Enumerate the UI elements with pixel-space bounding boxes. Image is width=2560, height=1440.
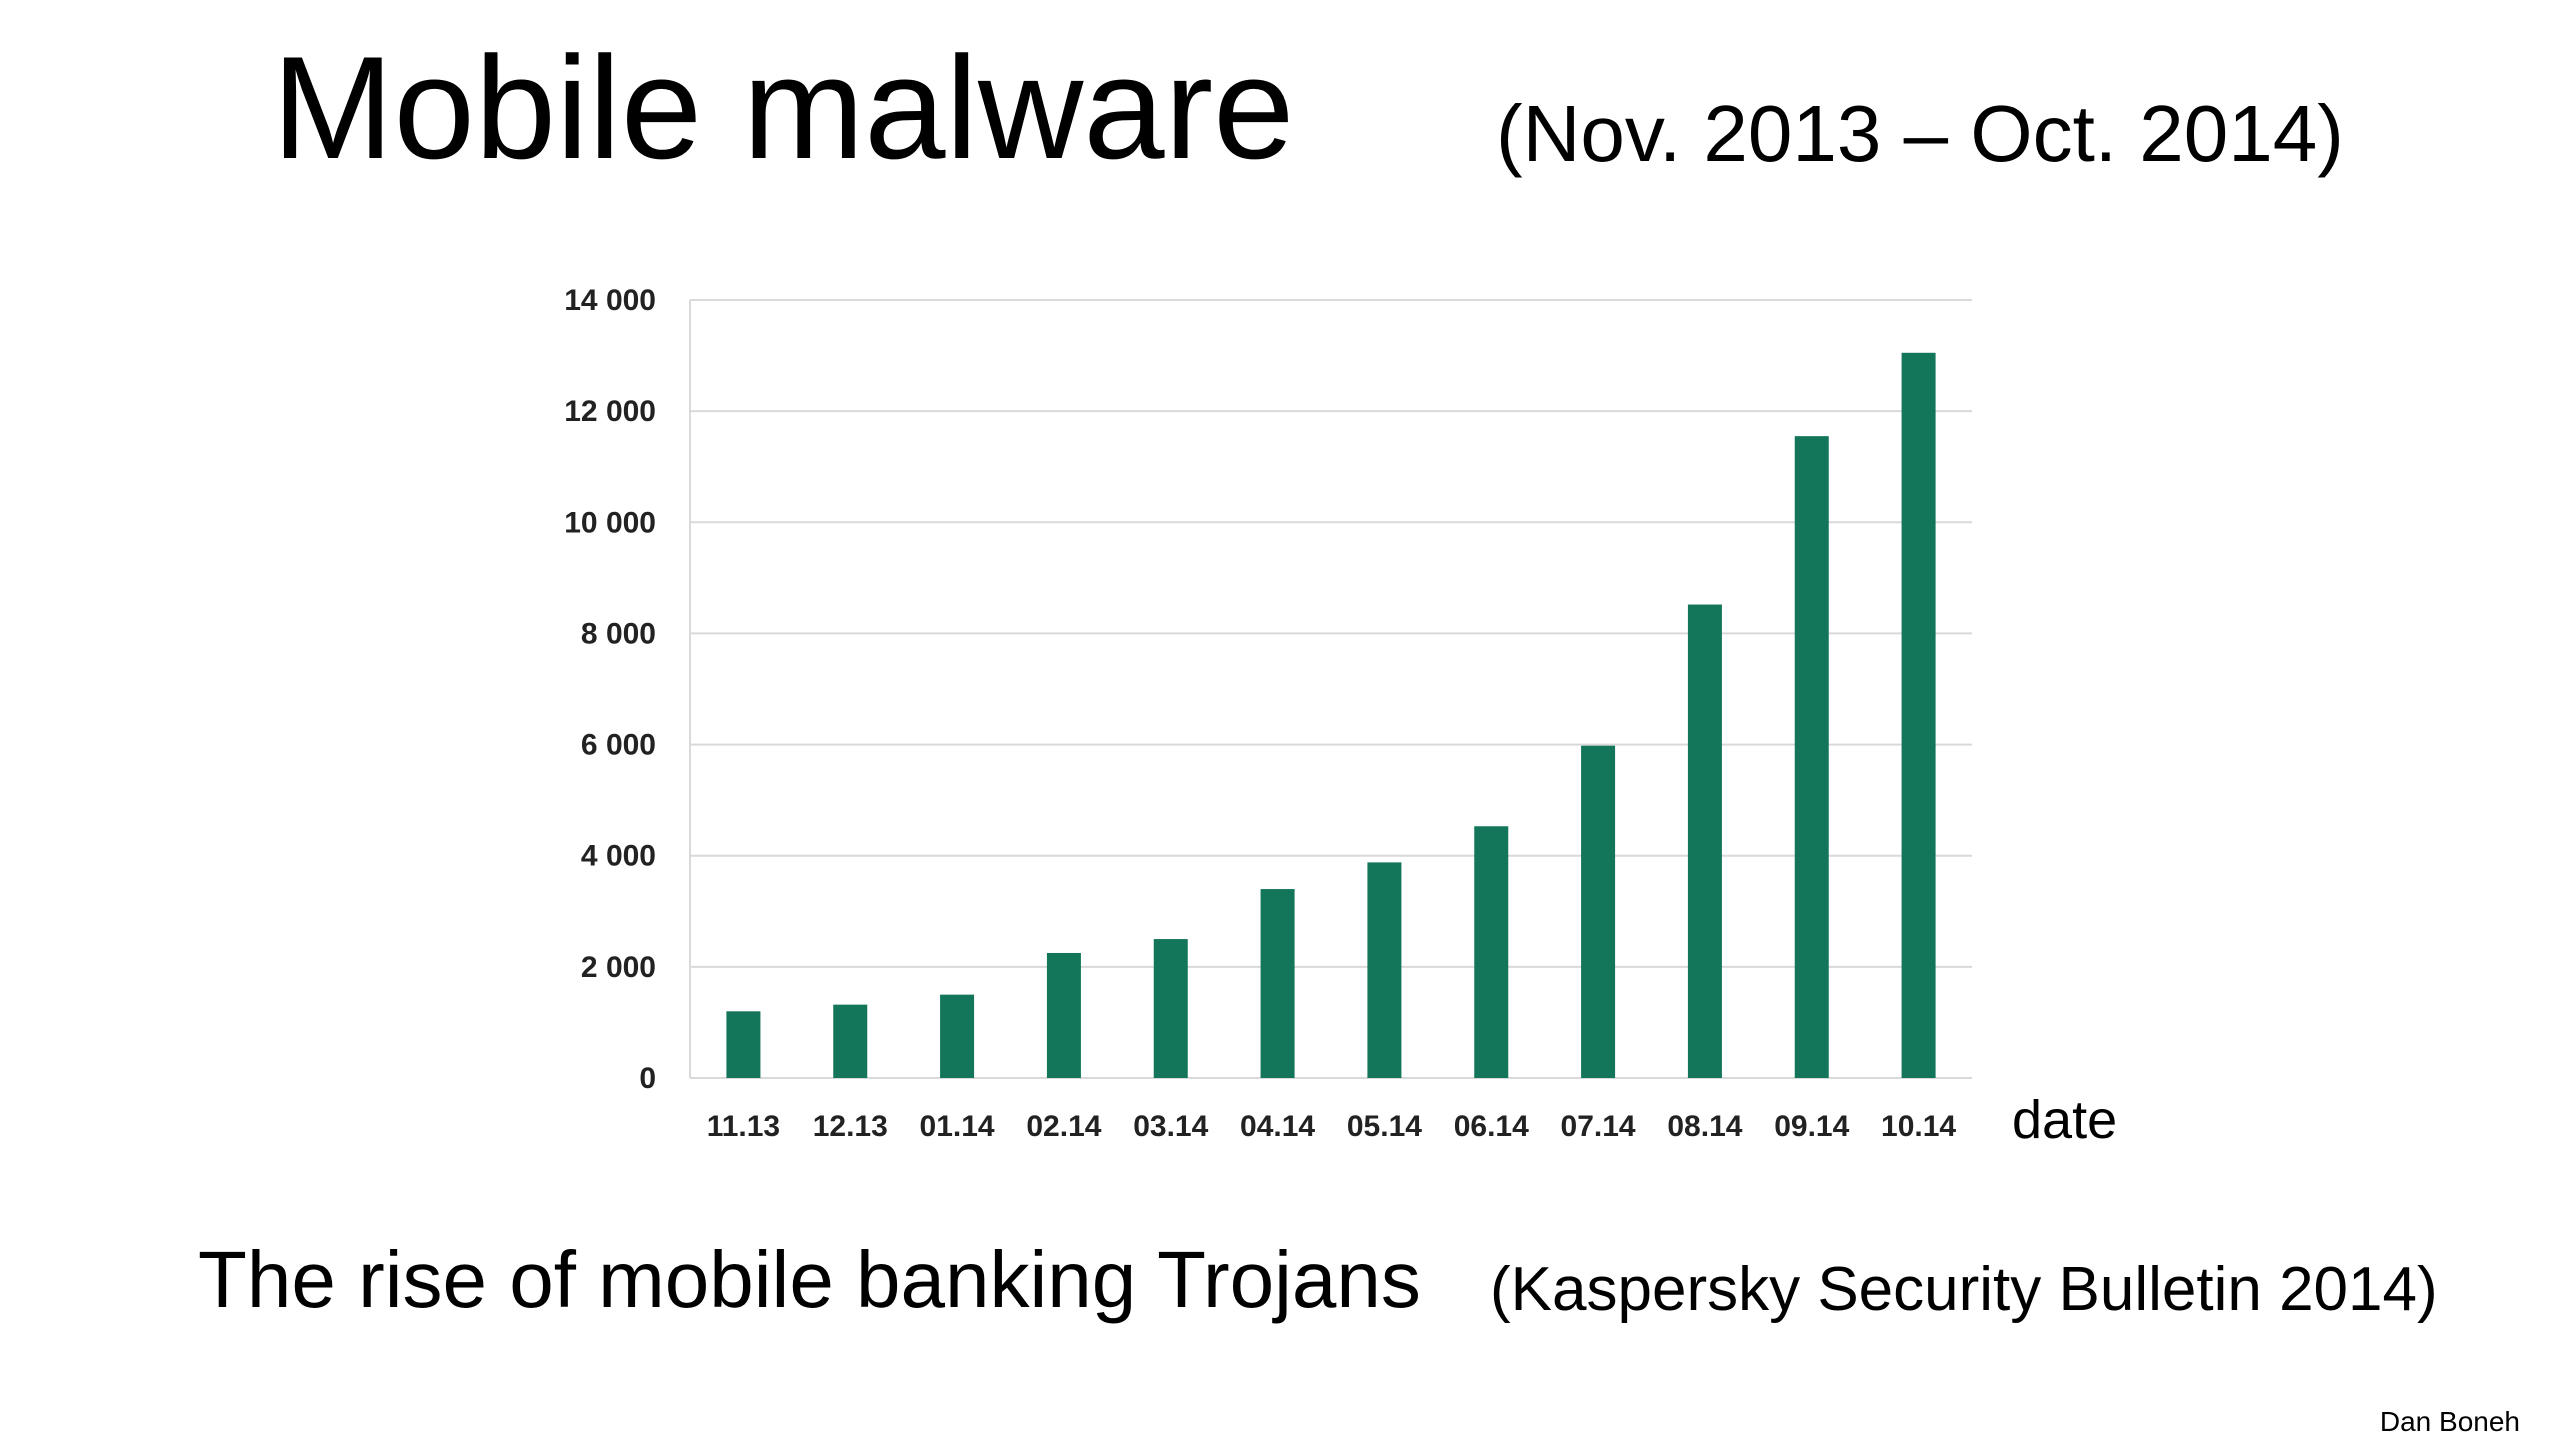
bar [1581, 745, 1616, 1078]
x-tick-label: 11.13 [707, 1110, 780, 1143]
y-tick-label: 4 000 [581, 840, 656, 873]
slide-caption: The rise of mobile banking Trojans [198, 1235, 1421, 1324]
x-tick-label: 02.14 [1026, 1110, 1101, 1143]
x-tick-label: 08.14 [1667, 1110, 1742, 1143]
bar [1367, 862, 1402, 1078]
y-tick-label: 0 [639, 1062, 656, 1095]
x-tick-label: 07.14 [1561, 1110, 1636, 1143]
x-tick-label: 01.14 [920, 1110, 995, 1143]
x-tick-label: 06.14 [1454, 1110, 1529, 1143]
x-tick-label: 12.13 [813, 1110, 888, 1143]
bar [726, 1011, 761, 1078]
x-tick-label: 05.14 [1347, 1110, 1422, 1143]
y-tick-label: 6 000 [581, 729, 656, 762]
y-tick-label: 10 000 [564, 506, 656, 539]
x-tick-label: 04.14 [1240, 1110, 1315, 1143]
x-tick-label: 09.14 [1774, 1110, 1849, 1143]
slide-title: Mobile malware [272, 26, 1295, 189]
x-tick-label: 10.14 [1881, 1110, 1956, 1143]
bar [940, 994, 975, 1078]
y-tick-label: 8 000 [581, 617, 656, 650]
bar [833, 1004, 868, 1078]
bar [1687, 604, 1722, 1078]
source-citation: (Kaspersky Security Bulletin 2014) [1490, 1255, 2438, 1324]
slide-subtitle: (Nov. 2013 – Oct. 2014) [1496, 89, 2344, 178]
bar [1794, 436, 1829, 1078]
x-tick-label: 03.14 [1133, 1110, 1208, 1143]
bar [1260, 889, 1295, 1078]
y-tick-label: 14 000 [564, 284, 656, 317]
bar [1153, 939, 1188, 1078]
y-tick-label: 12 000 [564, 395, 656, 428]
bar [1046, 952, 1081, 1078]
bar [1901, 352, 1936, 1078]
y-tick-label: 2 000 [581, 951, 656, 984]
x-axis-label: date [2012, 1090, 2117, 1150]
bar [1474, 826, 1509, 1078]
author-credit: Dan Boneh [2379, 1406, 2520, 1437]
